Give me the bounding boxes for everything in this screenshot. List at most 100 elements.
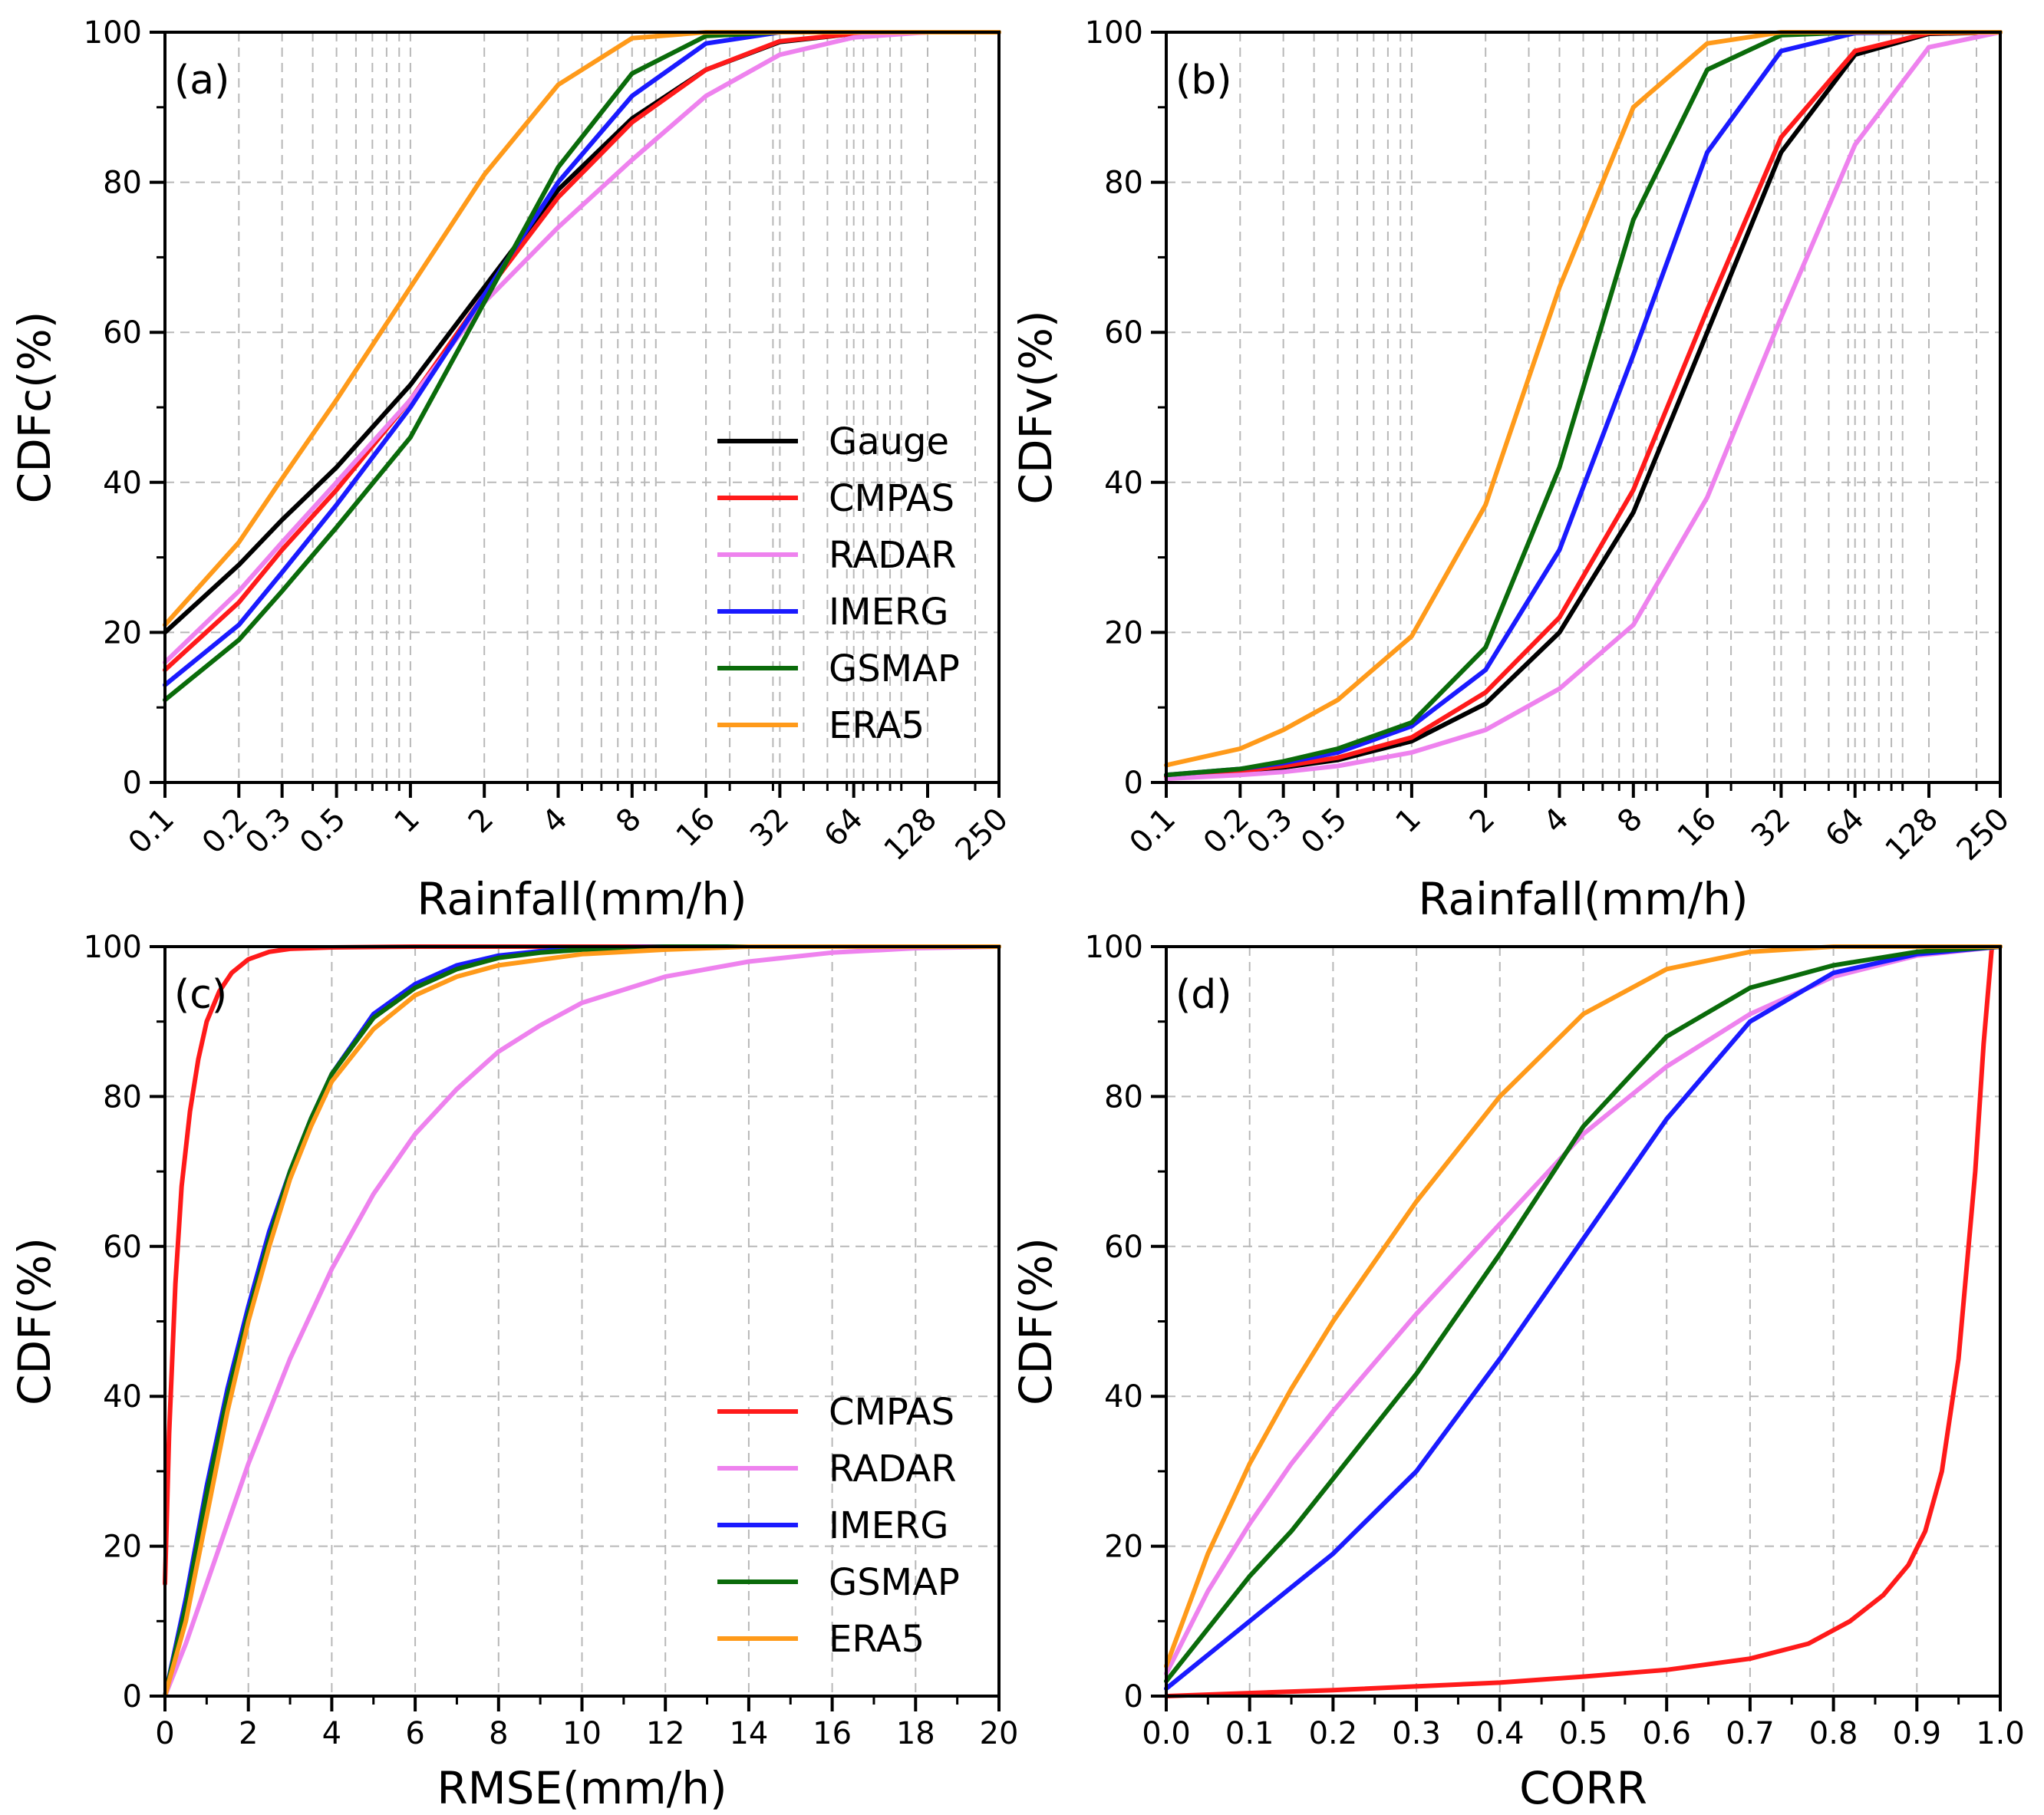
panel-label: (b) xyxy=(1175,58,1232,104)
panel-d: 0.0 0.1 0.2 0.3 0.4 0.5 0.6 0.7 0.8 0.9 1.0 0 20 40 60… xyxy=(1010,930,2025,1814)
x-tick-label: 10 xyxy=(562,1716,602,1751)
y-tick-label: 40 xyxy=(1104,466,1143,501)
y-tick-label: 60 xyxy=(103,1230,142,1265)
x-tick-label: 2 xyxy=(239,1716,258,1751)
series-line-radar xyxy=(163,30,1001,665)
y-tick-label: 0 xyxy=(1124,1679,1143,1715)
x-tick-label: 64 xyxy=(817,802,870,855)
panel-label: (a) xyxy=(174,58,229,104)
x-tick-label: 0.1 xyxy=(122,802,182,861)
x-tick-label: 8 xyxy=(609,802,648,841)
x-tick-label: 16 xyxy=(670,802,723,855)
x-tick-label: 1 xyxy=(387,802,427,841)
y-tick-label: 20 xyxy=(1104,1530,1143,1565)
panel-label: (c) xyxy=(174,972,227,1018)
legend-label-gsmap: GSMAP xyxy=(829,1561,960,1604)
legend-label-era5: ERA5 xyxy=(829,704,925,747)
x-tick-label: 20 xyxy=(980,1716,1019,1751)
legend-label-cmpas: CMPAS xyxy=(829,1391,954,1434)
x-tick-label: 14 xyxy=(729,1716,768,1751)
x-tick-label: 18 xyxy=(896,1716,935,1751)
y-tick-label: 100 xyxy=(1085,15,1143,51)
y-tick-label: 60 xyxy=(1104,1230,1143,1265)
legend-label-gsmap: GSMAP xyxy=(829,647,960,690)
x-axis-label: CORR xyxy=(1519,1762,1647,1814)
x-tick-label: 8 xyxy=(489,1716,508,1751)
x-tick-label: 250 xyxy=(949,802,1016,868)
x-tick-label: 2 xyxy=(462,802,501,841)
x-tick-label: 4 xyxy=(1537,802,1576,841)
x-tick-label: 0.3 xyxy=(1392,1716,1441,1751)
y-tick-label: 20 xyxy=(103,615,142,651)
grid xyxy=(1166,947,2000,1696)
x-tick-label: 12 xyxy=(646,1716,685,1751)
y-tick-label: 60 xyxy=(1104,315,1143,351)
x-tick-label: 16 xyxy=(813,1716,852,1751)
panel-a: 0.1 0.20.30.5 1 2 4 8 16 32 64 128 250020406080100… xyxy=(8,15,1015,925)
series-line-gsmap xyxy=(163,944,1001,1698)
panel-b: 0.1 0.20.30.5 1 2 4 8 16 32 64 128 250020406080100… xyxy=(1010,15,2016,925)
legend-label-gauge: Gauge xyxy=(829,420,949,463)
x-tick-label: 0.5 xyxy=(1559,1716,1608,1751)
x-tick-label: 0.6 xyxy=(1642,1716,1691,1751)
x-tick-label: 0.0 xyxy=(1142,1716,1191,1751)
y-tick-label: 40 xyxy=(1104,1379,1143,1415)
x-tick-label: 1.0 xyxy=(1976,1716,2025,1751)
x-tick-label: 0.3 xyxy=(1240,802,1300,861)
legend: CMPAS RADAR IMERG GSMAP ERA5 xyxy=(717,1391,960,1661)
y-tick-label: 100 xyxy=(84,930,142,965)
x-tick-label: 4 xyxy=(322,1716,341,1751)
y-axis-label: CDFv(%) xyxy=(1010,310,1062,504)
x-tick-label: 0.7 xyxy=(1726,1716,1775,1751)
y-tick-label: 100 xyxy=(84,15,142,51)
y-tick-label: 20 xyxy=(1104,615,1143,651)
y-tick-label: 0 xyxy=(123,766,142,801)
x-tick-label: 0.8 xyxy=(1809,1716,1858,1751)
x-tick-label: 4 xyxy=(536,802,575,841)
x-tick-label: 128 xyxy=(1879,802,1946,868)
y-tick-label: 60 xyxy=(103,315,142,351)
x-tick-label: 64 xyxy=(1818,802,1871,855)
x-tick-label: 0.5 xyxy=(293,802,353,861)
series-line-imerg xyxy=(1164,944,2003,1691)
panel-c: 0 2 4 6 8 10 12 14 16 18 20 0 20 40 60 80 100 RMSE(mm/h) C… xyxy=(8,930,1018,1814)
y-tick-label: 80 xyxy=(1104,166,1143,201)
x-tick-label: 0.3 xyxy=(239,802,298,861)
series-line-radar xyxy=(1164,944,2003,1676)
series-line-radar xyxy=(163,944,1001,1698)
y-tick-label: 80 xyxy=(103,166,142,201)
x-tick-label: 6 xyxy=(405,1716,424,1751)
x-tick-label: 8 xyxy=(1610,802,1650,841)
y-axis-label: CDF(%) xyxy=(1010,1237,1062,1405)
x-axis-label: Rainfall(mm/h) xyxy=(417,873,747,925)
x-tick-label: 32 xyxy=(1745,802,1798,855)
x-tick-label: 0.2 xyxy=(1309,1716,1358,1751)
legend-label-imerg: IMERG xyxy=(829,1504,948,1547)
x-tick-label: 1 xyxy=(1389,802,1428,841)
x-tick-label: 32 xyxy=(743,802,796,855)
legend-label-cmpas: CMPAS xyxy=(829,477,954,520)
legend-label-radar: RADAR xyxy=(829,1448,957,1491)
y-axis-label: CDF(%) xyxy=(8,1237,61,1405)
x-tick-label: 0.4 xyxy=(1475,1716,1525,1751)
x-tick-label: 0.5 xyxy=(1294,802,1354,861)
series-line-era5 xyxy=(163,944,1001,1698)
series-line-cmpas xyxy=(1164,944,1995,1698)
x-axis-label: RMSE(mm/h) xyxy=(437,1762,727,1814)
x-tick-label: 250 xyxy=(1950,802,2017,868)
y-tick-label: 100 xyxy=(1085,930,1143,965)
y-tick-label: 0 xyxy=(1124,766,1143,801)
legend-label-radar: RADAR xyxy=(829,534,957,577)
x-tick-label: 0 xyxy=(155,1716,174,1751)
x-tick-label: 0.1 xyxy=(1123,802,1183,861)
x-tick-label: 0.1 xyxy=(1225,1716,1274,1751)
y-tick-label: 40 xyxy=(103,1379,142,1415)
x-tick-label: 128 xyxy=(878,802,945,868)
legend-label-imerg: IMERG xyxy=(829,591,948,634)
x-tick-label: 16 xyxy=(1671,802,1724,855)
x-tick-label: 0.9 xyxy=(1892,1716,1941,1751)
y-tick-label: 80 xyxy=(1104,1079,1143,1115)
x-axis-label: Rainfall(mm/h) xyxy=(1418,873,1748,925)
series-line-gsmap xyxy=(1164,944,2003,1684)
